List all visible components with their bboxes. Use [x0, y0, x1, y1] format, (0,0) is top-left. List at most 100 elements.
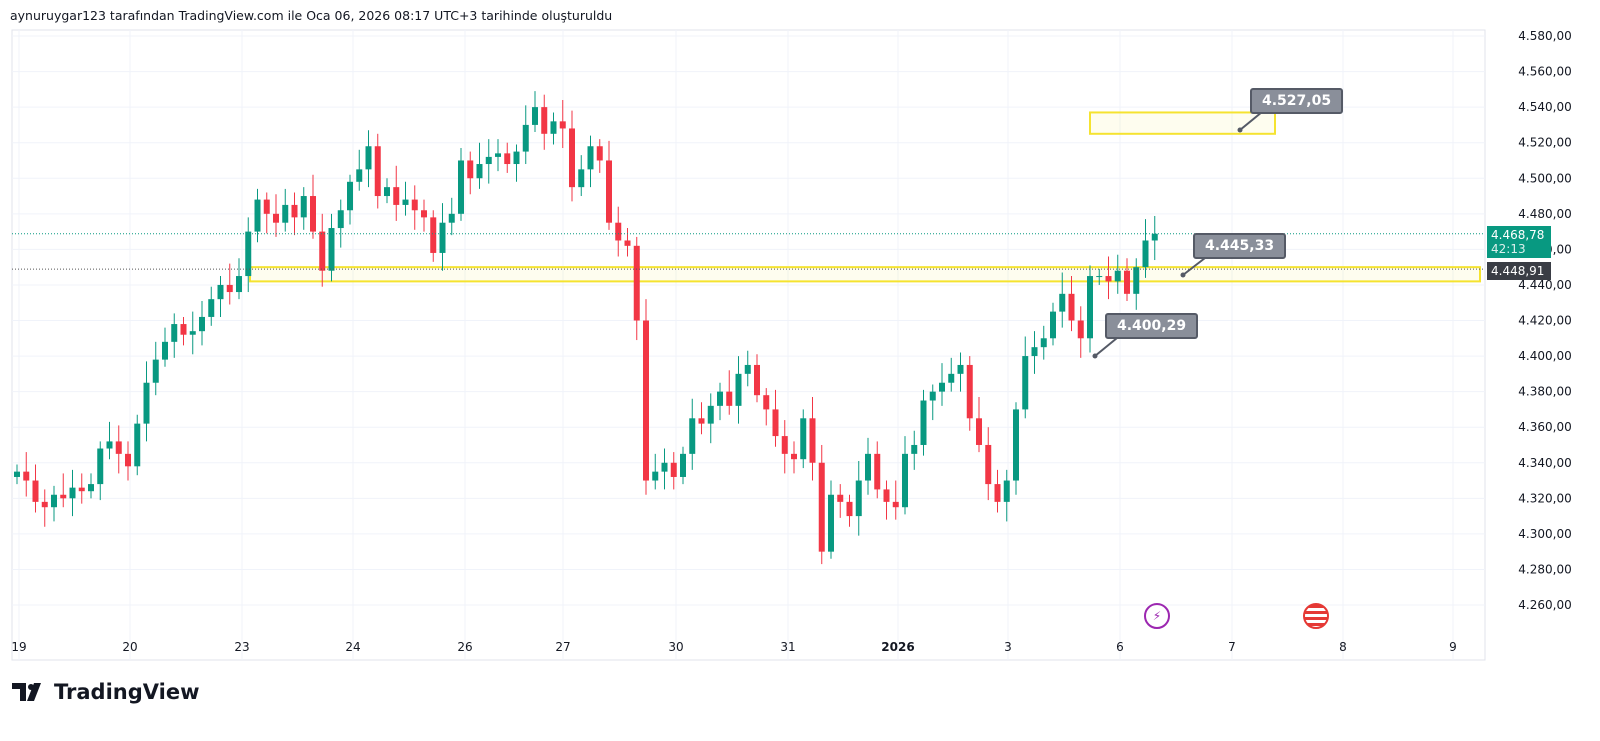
candle-body	[818, 462, 825, 552]
candle-body	[1013, 409, 1019, 481]
y-tick-label: 4.400,00	[1518, 349, 1571, 363]
candle-body	[134, 423, 141, 467]
x-tick-label: 23	[234, 640, 249, 654]
candle-body	[994, 484, 1001, 502]
candle-body	[421, 210, 427, 218]
candle-body	[171, 324, 178, 342]
support-resistance-zone	[1089, 111, 1276, 135]
candle-body	[874, 453, 881, 490]
candle-body	[791, 453, 797, 460]
price-callout[interactable]: 4.445,33	[1193, 233, 1287, 259]
candle-body	[152, 359, 159, 383]
candle-body	[78, 487, 85, 492]
candle-body	[643, 320, 649, 481]
x-tick-label: 2026	[881, 640, 914, 654]
candle-body	[837, 494, 844, 502]
tradingview-logo[interactable]: TradingView	[12, 680, 199, 704]
y-tick-label: 4.540,00	[1518, 100, 1571, 114]
y-tick-label: 4.500,00	[1518, 171, 1571, 185]
candle-body	[60, 494, 67, 499]
candle-body	[300, 196, 307, 218]
candle-body	[707, 405, 714, 424]
candle-body	[310, 196, 316, 232]
candle-body	[541, 107, 548, 134]
y-tick-label: 4.560,00	[1518, 65, 1571, 79]
candle-body	[495, 153, 501, 157]
candle-body	[754, 364, 760, 396]
candle-body	[32, 480, 39, 502]
candle-body	[291, 204, 298, 218]
price-callout[interactable]: 4.400,29	[1105, 313, 1199, 339]
candle-body	[430, 217, 437, 253]
candle-body	[439, 222, 446, 253]
callout-pointer	[1239, 111, 1263, 131]
candle-body	[1087, 276, 1093, 339]
x-tick-label: 3	[1004, 640, 1012, 654]
us-flag-icon[interactable]	[1303, 603, 1329, 629]
candle-body	[485, 156, 492, 165]
candle-body	[226, 284, 233, 293]
callout-pointer	[1182, 257, 1206, 276]
y-tick-label: 4.280,00	[1518, 562, 1571, 576]
candle-body	[504, 153, 511, 165]
support-resistance-zone	[249, 266, 1481, 283]
candle-body	[41, 501, 48, 508]
candle-body	[1151, 233, 1158, 241]
candle-body	[522, 124, 529, 152]
candle-body	[550, 121, 557, 134]
candle-body	[273, 213, 279, 223]
candle-body	[661, 462, 668, 472]
last-price-label: 4.468,78 42:13	[1487, 226, 1551, 258]
candle-body	[23, 471, 30, 481]
candle-body	[236, 276, 242, 293]
candle-body	[1124, 270, 1130, 294]
x-tick-label: 24	[345, 640, 360, 654]
candle-body	[1142, 240, 1149, 268]
candle-body	[328, 228, 335, 271]
price-callout[interactable]: 4.527,05	[1250, 88, 1344, 114]
candle-body	[374, 146, 381, 197]
x-tick-label: 8	[1339, 640, 1347, 654]
candle-body	[199, 316, 205, 332]
plot-frame	[11, 29, 1486, 661]
x-tick-label: 19	[11, 640, 26, 654]
candle-body	[97, 448, 104, 485]
candle-body	[125, 453, 131, 467]
candle-body	[1040, 338, 1047, 348]
y-tick-label: 4.440,00	[1518, 278, 1571, 292]
candle-body	[670, 462, 677, 477]
candle-body	[1022, 356, 1029, 410]
y-tick-label: 4.580,00	[1518, 29, 1571, 43]
candle-body	[744, 364, 751, 374]
candle-body	[51, 494, 57, 508]
candle-body	[282, 204, 289, 223]
candle-body	[1068, 293, 1075, 321]
candle-body	[458, 160, 464, 214]
candle-body	[402, 199, 409, 205]
lightning-event-icon[interactable]: ⚡	[1144, 603, 1170, 629]
candle-body	[476, 164, 483, 179]
candle-body	[726, 391, 733, 406]
candle-body	[966, 364, 973, 419]
candle-body	[1003, 480, 1010, 502]
x-tick-label: 6	[1116, 640, 1124, 654]
candle-body	[513, 151, 520, 165]
candle-body	[88, 484, 94, 492]
candle-body	[633, 245, 640, 321]
candle-body	[735, 373, 742, 406]
marker-price-label: 4.448,91	[1487, 262, 1551, 280]
callout-pointer	[1094, 337, 1118, 357]
candle-body	[106, 441, 113, 449]
y-tick-label: 4.360,00	[1518, 420, 1571, 434]
candle-body	[337, 210, 344, 229]
candle-body	[855, 480, 862, 517]
candle-body	[162, 341, 168, 360]
x-tick-label: 30	[668, 640, 683, 654]
candle-body	[596, 146, 603, 161]
y-tick-label: 4.380,00	[1518, 385, 1571, 399]
candle-body	[365, 146, 372, 170]
tradingview-logo-icon	[12, 683, 41, 701]
candle-body	[920, 400, 927, 445]
callout-anchor	[1180, 272, 1186, 278]
